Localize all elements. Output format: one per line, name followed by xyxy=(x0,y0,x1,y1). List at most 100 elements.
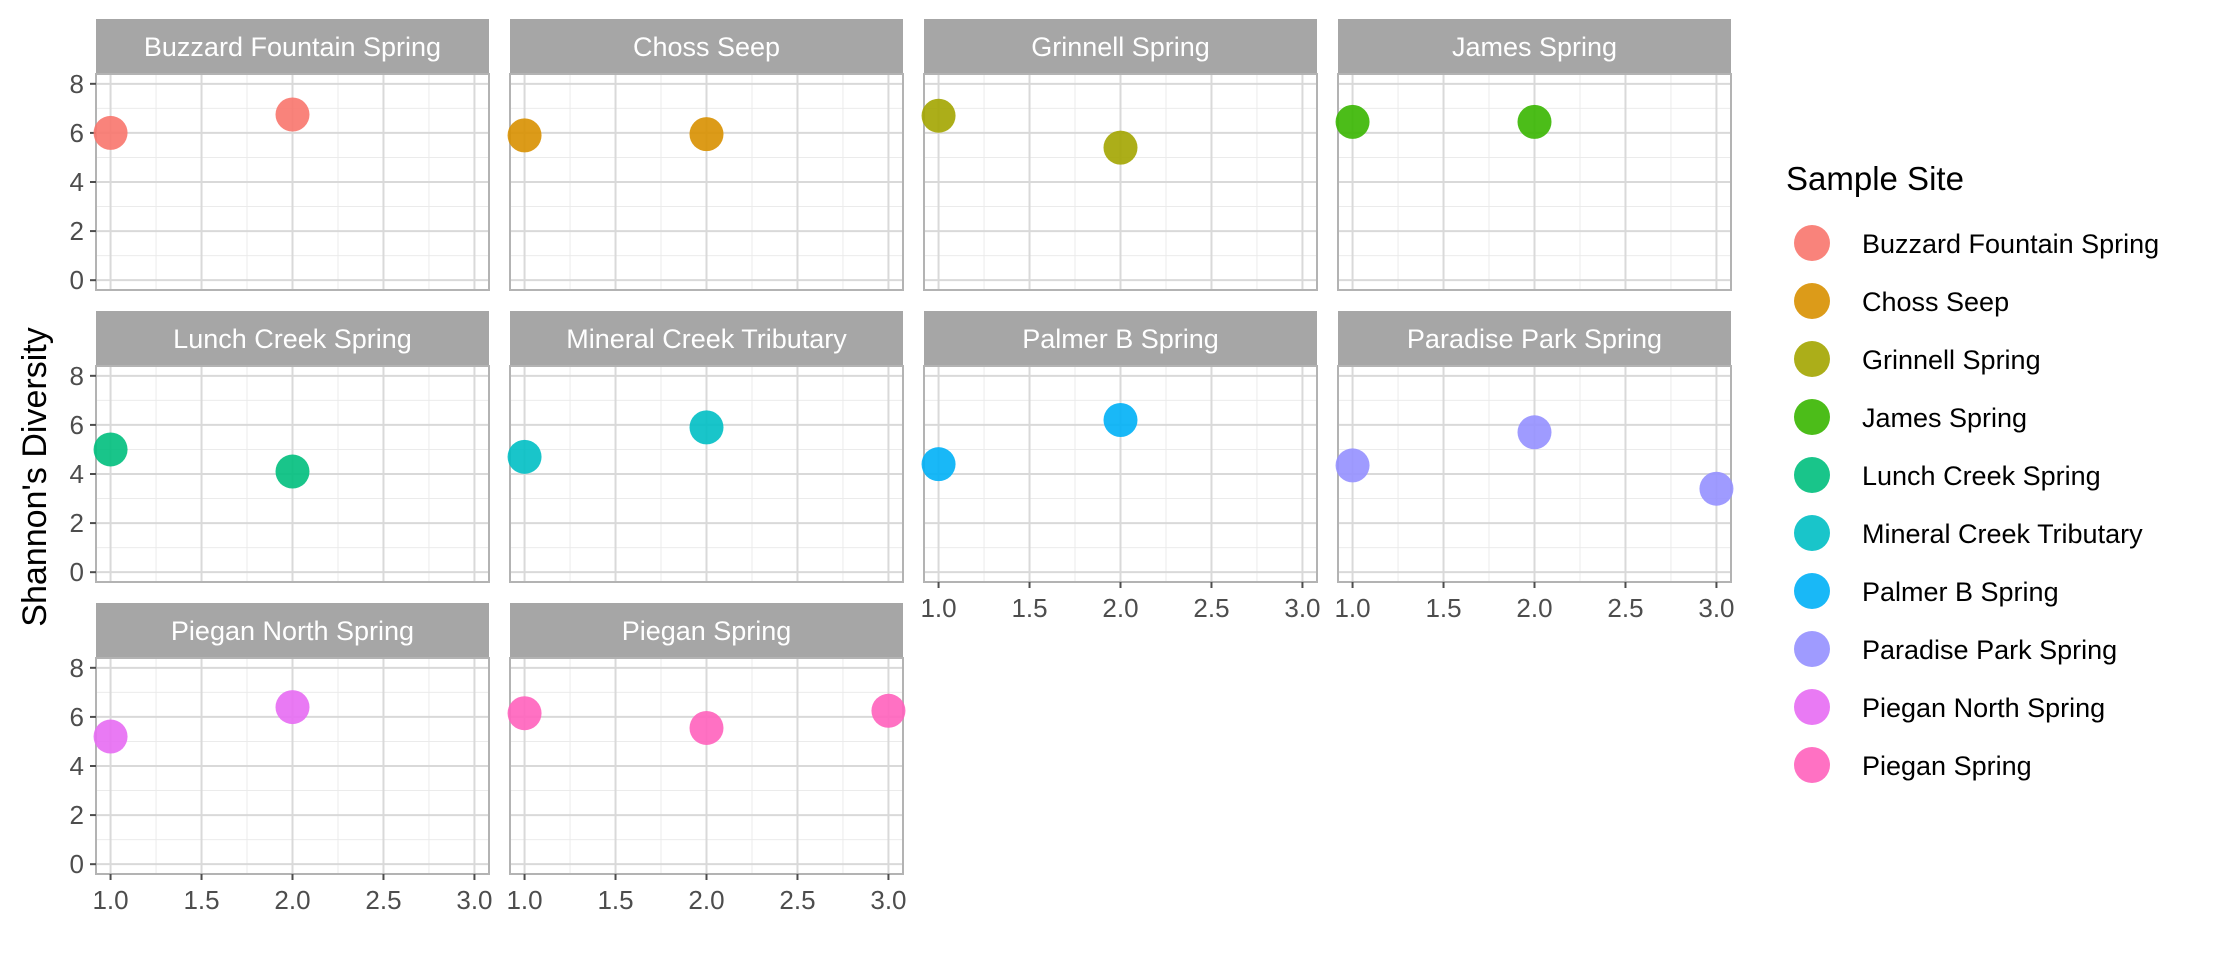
legend-item-piegan-north-spring: Piegan North Spring xyxy=(1794,689,2105,725)
y-tick-label: 4 xyxy=(70,459,84,489)
y-tick-label: 0 xyxy=(70,265,84,295)
facet-strip xyxy=(96,311,489,366)
x-tick-label: 2.0 xyxy=(1102,593,1138,623)
data-point-choss-seep xyxy=(507,118,542,153)
x-tick-label: 1.5 xyxy=(183,885,219,915)
facet-strip xyxy=(96,603,489,658)
y-tick-label: 2 xyxy=(70,800,84,830)
legend-item-paradise-park-spring: Paradise Park Spring xyxy=(1794,631,2117,667)
legend-label-buzzard-fountain-spring: Buzzard Fountain Spring xyxy=(1862,229,2159,259)
legend-key-buzzard-fountain-spring xyxy=(1794,225,1830,261)
panel-border xyxy=(923,73,1318,291)
facet-strip xyxy=(924,19,1317,74)
legend-item-buzzard-fountain-spring: Buzzard Fountain Spring xyxy=(1794,225,2159,261)
legend-label-piegan-north-spring: Piegan North Spring xyxy=(1862,693,2105,723)
facet-lunch-creek-spring: Lunch Creek Spring 0 2 4 6 8 xyxy=(70,311,490,587)
facet-strip-label: Paradise Park Spring xyxy=(1407,324,1662,354)
x-tick-label: 3.0 xyxy=(1698,593,1734,623)
panel-border xyxy=(509,365,904,583)
panel-border xyxy=(509,73,904,291)
facet-strip xyxy=(1338,19,1731,74)
data-point-buzzard-fountain-spring xyxy=(93,115,128,150)
facet-choss-seep: Choss Seep xyxy=(507,19,904,291)
facet-strip-label: Grinnell Spring xyxy=(1031,32,1210,62)
facet-panels: Buzzard Fountain Spring 0 2 4 6 8 Choss Seep Gr… xyxy=(70,19,1735,915)
legend-item-grinnell-spring: Grinnell Spring xyxy=(1794,341,2041,377)
y-tick-label: 4 xyxy=(70,167,84,197)
legend-item-piegan-spring: Piegan Spring xyxy=(1794,747,2032,783)
legend-label-choss-seep: Choss Seep xyxy=(1862,287,2009,317)
data-point-grinnell-spring xyxy=(921,98,956,133)
x-tick-label: 2.5 xyxy=(365,885,401,915)
x-tick-label: 3.0 xyxy=(456,885,492,915)
legend-label-piegan-spring: Piegan Spring xyxy=(1862,751,2032,781)
x-tick-label: 2.5 xyxy=(1193,593,1229,623)
x-tick-label: 2.0 xyxy=(274,885,310,915)
facet-strip-label: Mineral Creek Tributary xyxy=(566,324,847,354)
data-point-grinnell-spring xyxy=(1103,130,1138,165)
facet-strip xyxy=(924,311,1317,366)
x-tick-label: 1.5 xyxy=(1425,593,1461,623)
legend-item-choss-seep: Choss Seep xyxy=(1794,283,2009,319)
y-tick-label: 0 xyxy=(70,849,84,879)
legend: Sample Site Buzzard Fountain Spring Choss… xyxy=(1786,160,2159,783)
y-tick-label: 8 xyxy=(70,653,84,683)
y-axis-title: Shannon's Diversity xyxy=(16,327,54,626)
facet-strip xyxy=(1338,311,1731,366)
legend-item-mineral-creek-tributary: Mineral Creek Tributary xyxy=(1794,515,2143,551)
facet-paradise-park-spring: Paradise Park Spring 1.0 1.5 2.0 2.5 3.0 xyxy=(1334,311,1735,623)
legend-label-lunch-creek-spring: Lunch Creek Spring xyxy=(1862,461,2101,491)
data-point-piegan-spring xyxy=(689,710,724,745)
y-tick-label: 2 xyxy=(70,508,84,538)
panel-border xyxy=(1337,73,1732,291)
data-point-mineral-creek-tributary xyxy=(689,410,724,445)
legend-label-grinnell-spring: Grinnell Spring xyxy=(1862,345,2041,375)
x-tick-label: 3.0 xyxy=(870,885,906,915)
y-tick-label: 6 xyxy=(70,410,84,440)
data-point-piegan-spring xyxy=(871,693,906,728)
x-tick-label: 3.0 xyxy=(1284,593,1320,623)
x-tick-label: 2.5 xyxy=(1607,593,1643,623)
legend-key-choss-seep xyxy=(1794,283,1830,319)
facet-strip-label: Lunch Creek Spring xyxy=(173,324,412,354)
x-tick-label: 2.5 xyxy=(779,885,815,915)
legend-key-paradise-park-spring xyxy=(1794,631,1830,667)
facet-palmer-b-spring: Palmer B Spring 1.0 1.5 2.0 2.5 3.0 xyxy=(920,311,1321,623)
legend-label-palmer-b-spring: Palmer B Spring xyxy=(1862,577,2059,607)
y-tick-label: 6 xyxy=(70,118,84,148)
y-tick-label: 6 xyxy=(70,702,84,732)
legend-item-james-spring: James Spring xyxy=(1794,399,2027,435)
legend-key-lunch-creek-spring xyxy=(1794,457,1830,493)
legend-items: Buzzard Fountain Spring Choss Seep Grinnel… xyxy=(1794,225,2159,783)
legend-item-palmer-b-spring: Palmer B Spring xyxy=(1794,573,2059,609)
legend-key-mineral-creek-tributary xyxy=(1794,515,1830,551)
data-point-piegan-north-spring xyxy=(93,719,128,754)
x-tick-label: 2.0 xyxy=(688,885,724,915)
x-tick-label: 1.0 xyxy=(506,885,542,915)
legend-key-grinnell-spring xyxy=(1794,341,1830,377)
x-tick-label: 2.0 xyxy=(1516,593,1552,623)
facet-strip xyxy=(510,603,903,658)
facet-strip xyxy=(96,19,489,74)
data-point-paradise-park-spring xyxy=(1699,471,1734,506)
data-point-palmer-b-spring xyxy=(921,447,956,482)
facet-strip-label: Palmer B Spring xyxy=(1022,324,1219,354)
data-point-palmer-b-spring xyxy=(1103,403,1138,437)
legend-key-james-spring xyxy=(1794,399,1830,435)
x-tick-label: 1.0 xyxy=(92,885,128,915)
facet-buzzard-fountain-spring: Buzzard Fountain Spring 0 2 4 6 8 xyxy=(70,19,490,295)
facet-piegan-spring: Piegan Spring 1.0 1.5 2.0 2.5 3.0 xyxy=(506,603,907,915)
y-tick-label: 8 xyxy=(70,361,84,391)
data-point-lunch-creek-spring xyxy=(275,454,310,489)
data-point-buzzard-fountain-spring xyxy=(275,97,310,132)
data-point-piegan-north-spring xyxy=(275,690,310,725)
y-tick-label: 0 xyxy=(70,557,84,587)
x-tick-label: 1.5 xyxy=(1011,593,1047,623)
facet-mineral-creek-tributary: Mineral Creek Tributary xyxy=(507,311,904,583)
facet-strip-label: Piegan North Spring xyxy=(171,616,414,646)
legend-key-palmer-b-spring xyxy=(1794,573,1830,609)
facet-piegan-north-spring: Piegan North Spring 0 2 4 6 8 1.0 1.5 2.0 2.5 3.0 xyxy=(70,603,493,915)
facet-strip xyxy=(510,311,903,366)
data-point-james-spring xyxy=(1517,104,1552,139)
